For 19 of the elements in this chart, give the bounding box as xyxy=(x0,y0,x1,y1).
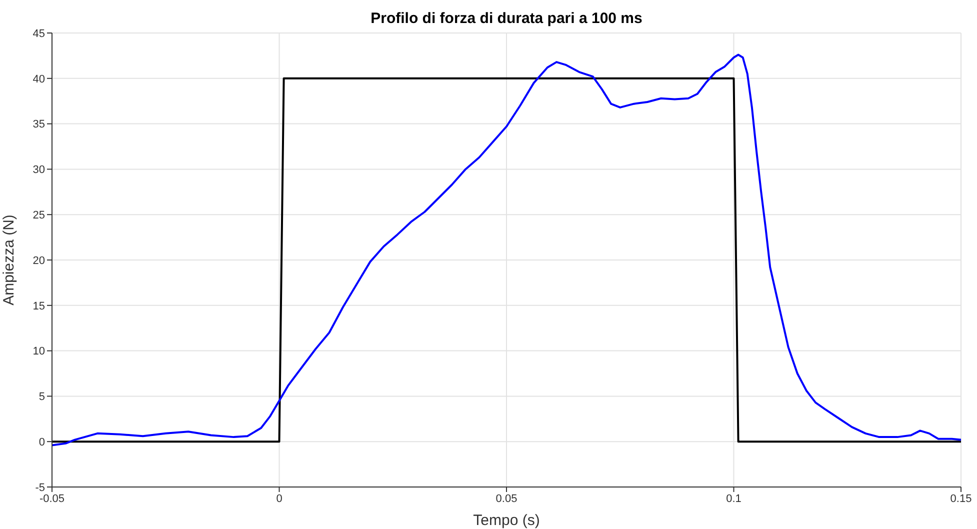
y-tick-label: 30 xyxy=(32,164,45,176)
x-axis-title: Tempo (s) xyxy=(473,512,540,529)
y-tick-label: 45 xyxy=(32,28,45,40)
x-tick-label: 0.05 xyxy=(496,492,518,505)
x-tick-label: 0 xyxy=(276,492,282,505)
y-tick-label: -5 xyxy=(35,482,45,494)
chart-title: Profilo di forza di durata pari a 100 ms xyxy=(370,10,644,27)
x-tick-label: 0.15 xyxy=(950,492,972,505)
y-tick-label: 35 xyxy=(32,118,45,131)
y-axis-title: Ampiezza (N) xyxy=(0,214,18,306)
x-tick-label: 0.1 xyxy=(726,492,742,505)
y-tick-label: 15 xyxy=(32,300,45,312)
y-tick-label: 0 xyxy=(38,436,45,449)
y-tick-label: 40 xyxy=(32,73,45,86)
y-tick-label: 10 xyxy=(32,346,45,358)
y-tick-label: 25 xyxy=(32,210,45,222)
x-tick-label: -0.05 xyxy=(39,492,65,505)
y-tick-label: 20 xyxy=(32,254,45,267)
y-tick-label: 5 xyxy=(38,391,45,404)
